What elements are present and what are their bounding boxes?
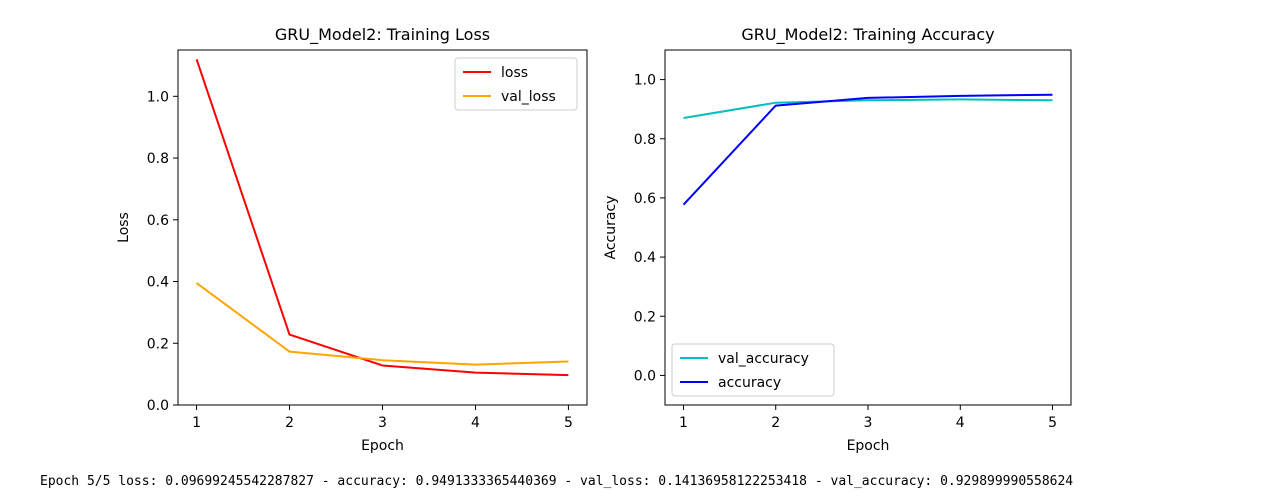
training-status-text: Epoch 5/5 loss: 0.09699245542287827 - ac… xyxy=(40,474,1074,489)
chart-title: GRU_Model2: Training Loss xyxy=(275,25,490,45)
y-tick-label: 1.0 xyxy=(147,89,169,105)
legend-label: val_loss xyxy=(501,89,556,105)
series-line-accuracy xyxy=(682,93,1053,206)
y-tick-label: 1.0 xyxy=(634,73,656,89)
x-tick-label: 4 xyxy=(956,415,965,431)
x-tick-label: 2 xyxy=(285,415,294,431)
x-tick-label: 1 xyxy=(679,415,688,431)
series-line-loss xyxy=(195,58,569,377)
legend: val_accuracy accuracy xyxy=(671,343,835,397)
x-tick-label: 5 xyxy=(1048,415,1057,431)
x-tick-label: 4 xyxy=(471,415,480,431)
legend: loss val_loss xyxy=(454,57,578,111)
y-tick-label: 0.8 xyxy=(147,151,169,167)
series-line-val-loss xyxy=(196,282,569,366)
legend-label: val_accuracy xyxy=(718,351,809,367)
y-tick-label: 0.4 xyxy=(634,250,656,266)
series-line-val-accuracy xyxy=(683,98,1053,119)
legend-box xyxy=(671,343,835,397)
chart-title: GRU_Model2: Training Accuracy xyxy=(741,25,994,45)
x-tick-label: 3 xyxy=(378,415,387,431)
figure: GRU_Model2: Training Loss 1 2 3 4 5 0.0 0.2 0.4 0… xyxy=(116,25,1072,454)
y-tick-label: 0.0 xyxy=(147,398,169,414)
x-axis-label: Epoch xyxy=(847,438,890,454)
x-tick-label: 5 xyxy=(564,415,573,431)
loss-chart: GRU_Model2: Training Loss 1 2 3 4 5 0.0 0.2 0.4 0… xyxy=(116,25,588,454)
x-tick-label: 1 xyxy=(192,415,201,431)
x-axis-label: Epoch xyxy=(361,438,404,454)
y-axis-label: Accuracy xyxy=(603,196,619,260)
accuracy-chart: GRU_Model2: Training Accuracy 1 2 3 4 5 0.0 0.2… xyxy=(603,25,1072,454)
y-tick-label: 0.4 xyxy=(147,275,169,291)
y-tick-label: 0.2 xyxy=(147,336,169,352)
x-tick-label: 3 xyxy=(864,415,873,431)
y-tick-label: 0.6 xyxy=(634,191,656,207)
legend-label: loss xyxy=(501,65,528,81)
y-tick-label: 0.0 xyxy=(634,368,656,384)
y-tick-label: 0.6 xyxy=(147,213,169,229)
x-tick-label: 2 xyxy=(771,415,780,431)
y-axis-label: Loss xyxy=(116,212,132,243)
legend-label: accuracy xyxy=(718,375,781,391)
y-tick-label: 0.2 xyxy=(634,309,656,325)
y-tick-label: 0.8 xyxy=(634,132,656,148)
